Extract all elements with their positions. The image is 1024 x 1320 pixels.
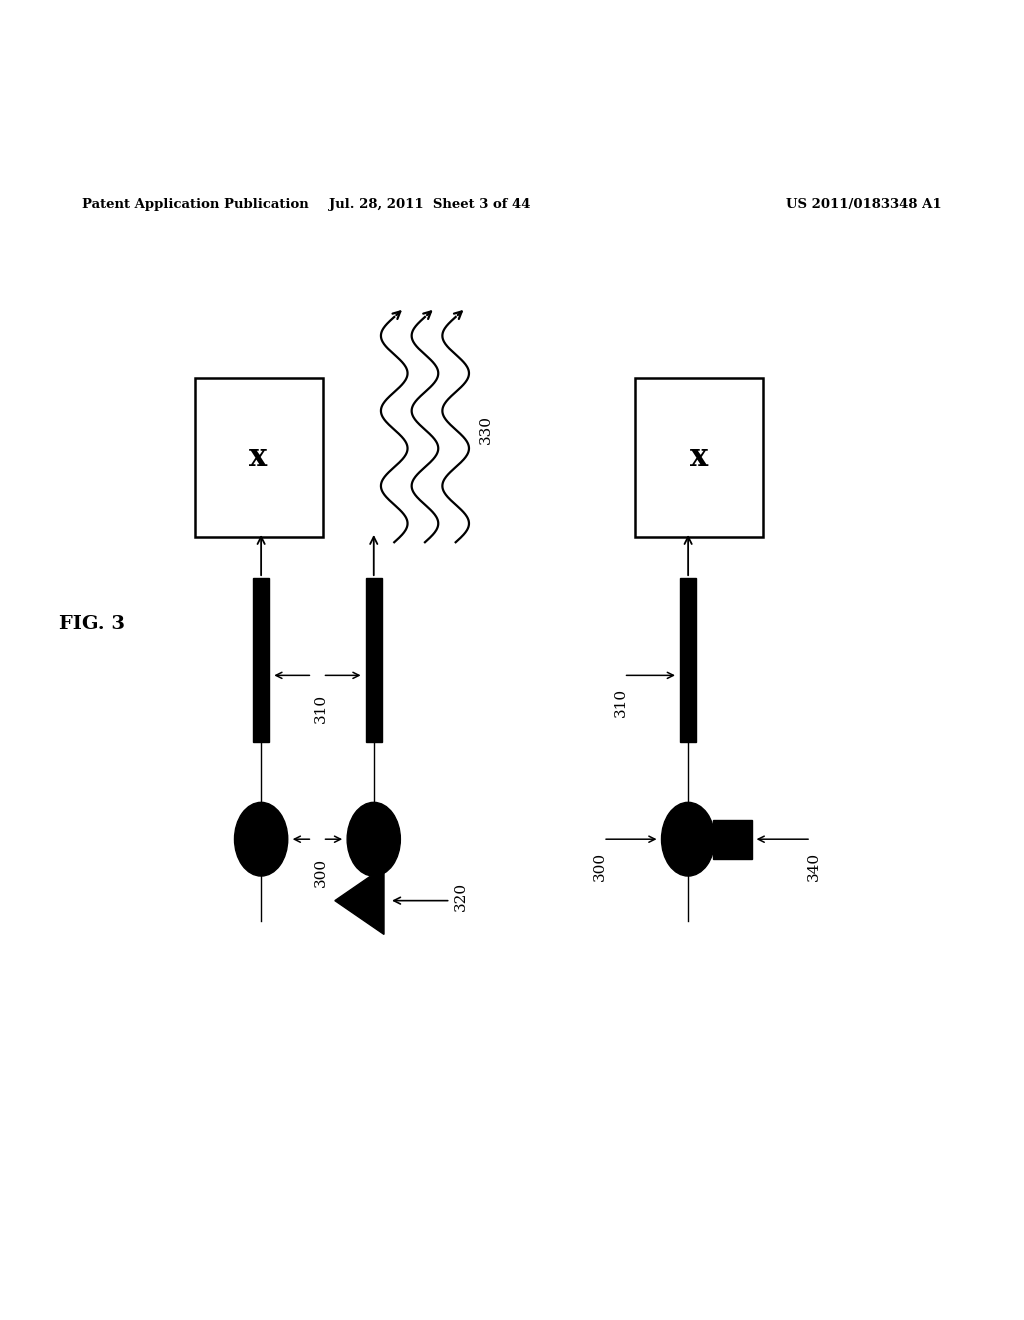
Text: FIG. 3: FIG. 3 xyxy=(59,615,125,634)
Bar xyxy=(253,578,269,742)
Bar xyxy=(635,379,763,537)
Text: 310: 310 xyxy=(613,688,628,717)
Text: 300: 300 xyxy=(593,851,607,880)
Text: Jul. 28, 2011  Sheet 3 of 44: Jul. 28, 2011 Sheet 3 of 44 xyxy=(330,198,530,211)
Text: x: x xyxy=(690,442,708,474)
Text: x: x xyxy=(250,442,267,474)
Text: 300: 300 xyxy=(313,858,328,887)
Ellipse shape xyxy=(662,803,715,876)
Text: US 2011/0183348 A1: US 2011/0183348 A1 xyxy=(786,198,942,211)
Bar xyxy=(680,578,696,742)
Text: 310: 310 xyxy=(313,694,328,723)
Text: Patent Application Publication: Patent Application Publication xyxy=(82,198,308,211)
Bar xyxy=(195,379,323,537)
Text: 330: 330 xyxy=(479,414,494,444)
Bar xyxy=(366,578,382,742)
Ellipse shape xyxy=(234,803,288,876)
Text: 340: 340 xyxy=(807,851,821,880)
Ellipse shape xyxy=(347,803,400,876)
Text: 320: 320 xyxy=(454,882,468,911)
Polygon shape xyxy=(335,867,384,935)
Bar xyxy=(713,820,752,858)
